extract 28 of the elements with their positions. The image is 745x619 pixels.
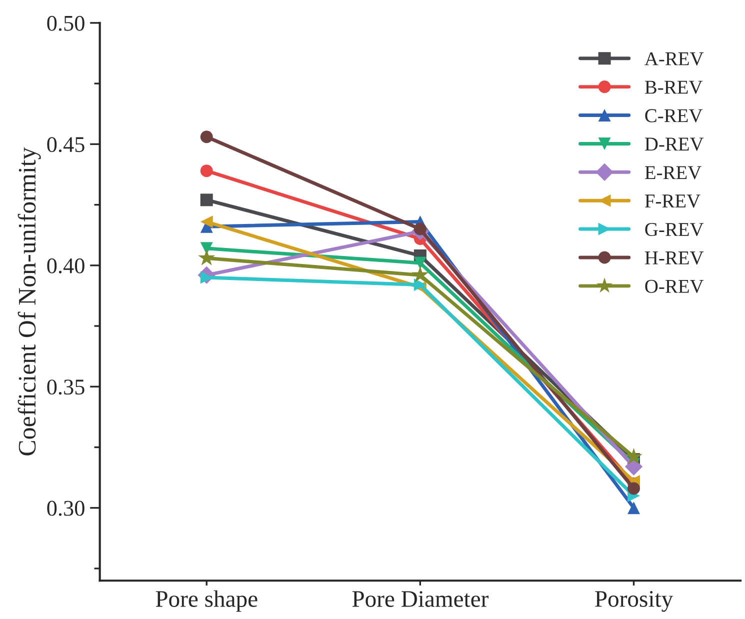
point [412,266,429,282]
point [200,194,213,206]
y-tick-label: 0.50 [47,16,84,31]
y-axis-title: Coefficient Of Non-uniformity [18,147,41,456]
legend-label: F-REV [644,194,700,208]
legend-label: O-REV [645,280,704,294]
point [198,249,216,266]
point [414,256,426,270]
point [200,164,213,178]
y-tick-label: 0.30 [47,500,84,516]
legend-label: A-REV [644,52,704,66]
legend-label: G-REV [645,222,704,236]
legend-label: H-REV [644,252,704,265]
point [200,215,213,228]
point [200,130,213,144]
x-tick-label: Pore shape [156,590,258,612]
legend-label: D-REV [644,138,704,151]
x-tick-label: Pore Diameter [352,591,488,607]
point [627,482,640,495]
legend-label: B-REV [644,80,703,94]
y-tick-label: 0.40 [47,258,84,274]
y-tick-label: 0.35 [47,380,84,395]
y-tick-label: 0.45 [47,137,84,152]
point [627,502,640,514]
x-tick-label: Porosity [595,591,674,612]
legend-label: C-REV [645,109,703,122]
point [625,448,642,464]
legend-label: E-REV [644,166,702,180]
